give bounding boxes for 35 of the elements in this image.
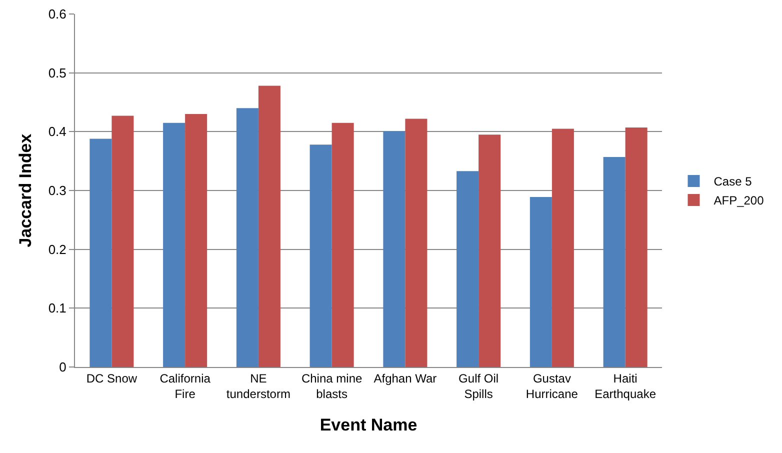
bar [530,196,552,367]
bar [552,128,574,367]
y-tick-label: 0.2 [48,242,66,257]
bar [163,122,186,367]
x-tick-label: DC Snow [86,371,138,386]
bar [310,144,332,367]
bar [405,118,428,367]
x-tick-label: China mine blasts [301,371,362,401]
x-tick-label: Afghan War [374,371,437,386]
legend-label: Case 5 [714,174,752,189]
bar [456,171,479,367]
y-tick-label: 0.3 [48,183,66,198]
x-tick-label: Gustav Hurricane [526,371,578,401]
legend-label: AFP_200 [714,194,764,208]
x-tick-label: Gulf Oil Spills [458,371,499,401]
x-tick-label: California Fire [160,371,211,401]
y-tick-label: 0.4 [48,124,66,140]
bar [258,86,280,367]
x-tick-label: NE tunderstorm [226,371,290,401]
bar [90,138,112,367]
y-tick-label: 0.1 [48,300,66,316]
bar [625,128,648,367]
y-tick-label: 0.5 [48,65,66,80]
bar [332,122,354,367]
bar [236,108,258,367]
bar [478,134,501,367]
bar [185,114,208,367]
bar [112,116,134,367]
y-axis-title: Jaccard Index [16,133,35,248]
y-tick-label: 0 [59,360,66,375]
bar [603,156,626,367]
x-tick-label: Haiti Earthquake [594,371,656,401]
bar [383,131,406,367]
y-tick-label: 0.6 [48,6,66,22]
x-axis-title: Event Name [320,415,418,434]
